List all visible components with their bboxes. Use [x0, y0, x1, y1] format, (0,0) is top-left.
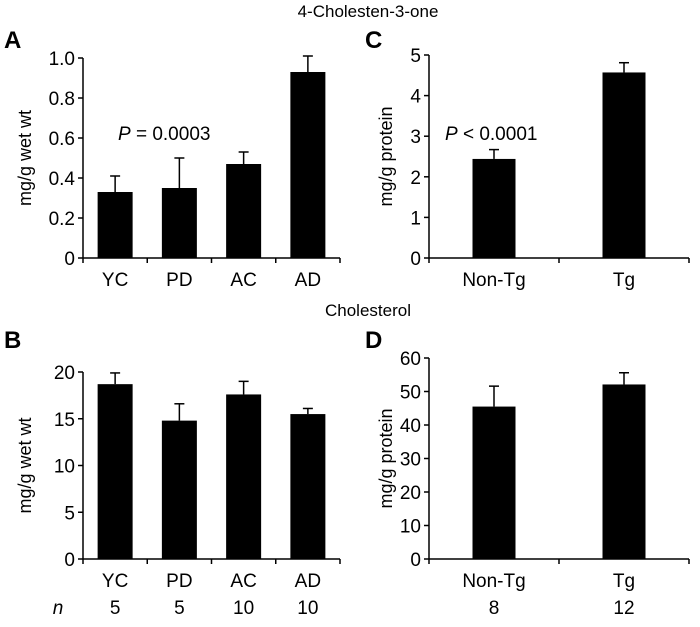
bar-non-tg [472, 158, 516, 258]
x-tick-label: AC [230, 571, 256, 592]
y-tick-label: 50 [400, 383, 421, 404]
n-value: 8 [489, 598, 500, 619]
x-tick-label: YC [102, 270, 128, 291]
bar-pd [161, 188, 197, 258]
y-tick-label: 0 [410, 550, 421, 571]
x-tick-label: Non-Tg [462, 571, 525, 592]
x-tick-label: AC [230, 270, 256, 291]
y-tick-label: 0.6 [49, 129, 75, 150]
y-tick-label: 2 [410, 168, 421, 189]
x-tick-label: AD [295, 571, 321, 592]
bar-yc [97, 192, 133, 258]
y-tick-label: 5 [64, 503, 75, 524]
p-value-annotation: P = 0.0003 [118, 124, 210, 145]
y-axis-label: mg/g protein [376, 106, 396, 206]
x-tick-label: Tg [613, 270, 635, 291]
bar-non-tg [472, 406, 516, 559]
panel-d: D 0 10 20 30 40 50 60 mg/g protein Non-Tg 8 Tg 12 [365, 327, 690, 619]
y-tick-label: 0 [64, 550, 75, 571]
y-tick-label: 10 [400, 517, 421, 538]
y-tick-label: 60 [400, 349, 421, 370]
y-tick-label: 20 [54, 363, 75, 384]
x-tick-label: Tg [613, 571, 635, 592]
y-axis-label: mg/g protein [376, 408, 396, 508]
y-tick-label: 20 [400, 483, 421, 504]
y-axis-label: mg/g wet wt [15, 417, 35, 513]
bar-tg [602, 72, 646, 258]
panel-letter: A [4, 27, 21, 54]
panel-letter: C [365, 27, 382, 54]
x-tick-label: AD [295, 270, 321, 291]
y-tick-label: 30 [400, 450, 421, 471]
bar-ad [290, 72, 326, 258]
y-tick-label: 0 [64, 249, 75, 270]
panel-letter: B [4, 327, 21, 354]
bar-yc [97, 384, 133, 559]
bar-ac [226, 164, 262, 258]
n-value: 5 [110, 598, 121, 619]
n-value: 10 [297, 598, 318, 619]
y-tick-label: 40 [400, 416, 421, 437]
panel-b: B 0 5 10 15 20 mg/g wet wt YC 5 PD 5 AC 10 AD 10 n [4, 327, 341, 619]
n-value: 10 [233, 598, 254, 619]
y-tick-label: 10 [54, 457, 75, 478]
panel-c: C 0 1 2 3 4 5 mg/g protein Non-Tg Tg P < 0.0001 [365, 27, 690, 291]
y-tick-label: 1.0 [49, 49, 75, 70]
bar-ad [290, 414, 326, 559]
title-bottom: Cholesterol [325, 301, 411, 320]
y-tick-label: 0 [410, 249, 421, 270]
panel-a: A 0 0.2 0.4 0.6 0.8 1.0 mg/g wet wt YC PD AC AD P = … [4, 27, 341, 291]
bar-ac [226, 394, 262, 559]
x-tick-label: Non-Tg [462, 270, 525, 291]
bar-pd [161, 420, 197, 559]
y-tick-label: 15 [54, 410, 75, 431]
n-value: 12 [613, 598, 634, 619]
n-value: 5 [174, 598, 185, 619]
x-tick-label: PD [166, 571, 192, 592]
y-tick-label: 3 [410, 127, 421, 148]
y-tick-label: 0.4 [49, 169, 76, 190]
y-tick-label: 4 [410, 87, 421, 108]
y-tick-label: 0.8 [49, 89, 75, 110]
p-value-annotation: P < 0.0001 [445, 124, 537, 145]
bar-tg [602, 384, 646, 559]
y-axis-label: mg/g wet wt [15, 110, 35, 206]
y-tick-label: 1 [410, 208, 421, 229]
n-label: n [53, 598, 64, 619]
x-tick-label: YC [102, 571, 128, 592]
x-tick-label: PD [166, 270, 192, 291]
y-tick-label: 0.2 [49, 209, 75, 230]
y-tick-label: 5 [410, 46, 421, 67]
title-top: 4-Cholesten-3-one [298, 2, 439, 21]
panel-letter: D [365, 327, 382, 354]
